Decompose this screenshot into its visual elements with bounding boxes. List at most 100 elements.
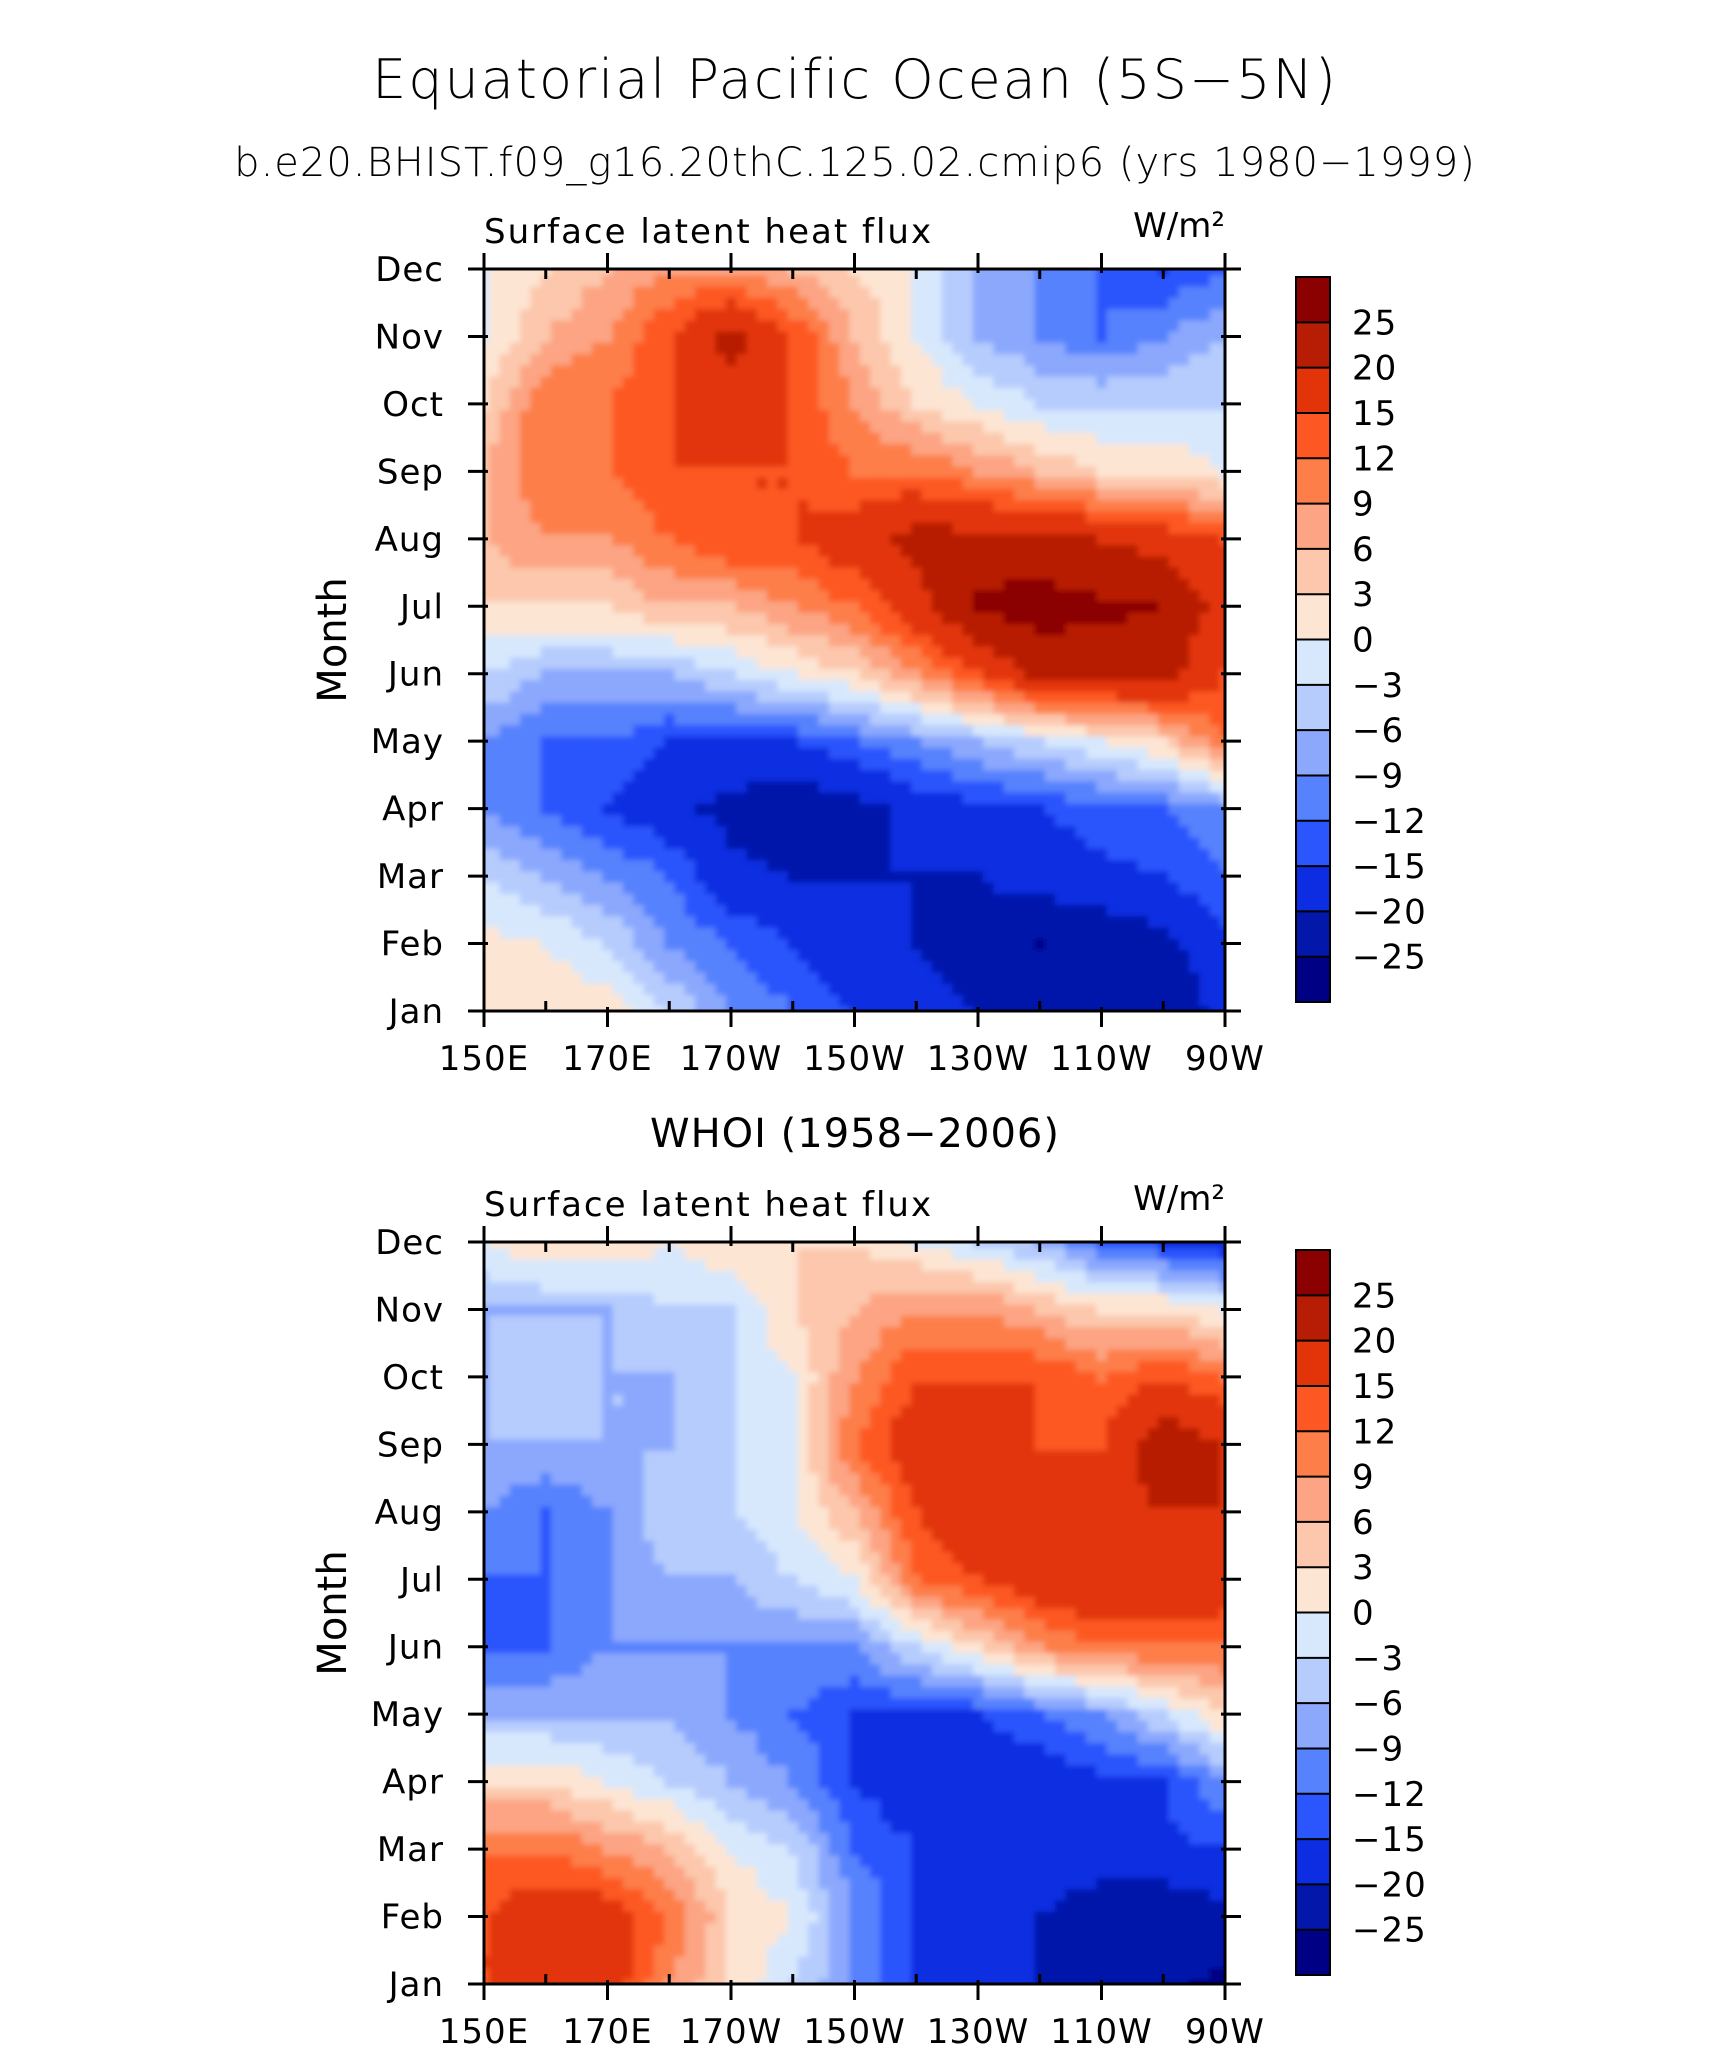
heatmap-cell (1158, 375, 1170, 388)
heatmap-cell (664, 656, 676, 669)
heatmap-cell (1188, 656, 1201, 669)
heatmap-cell (931, 409, 943, 422)
heatmap-cell (767, 713, 779, 726)
heatmap-cell (1168, 971, 1180, 984)
heatmap-cell (941, 555, 954, 568)
heatmap-cell (664, 814, 676, 827)
heatmap-cell (684, 870, 696, 883)
heatmap-cell (1158, 645, 1170, 658)
heatmap-cell (530, 476, 542, 490)
heatmap-cell (941, 713, 954, 726)
heatmap-cell (911, 926, 923, 939)
heatmap-cell (993, 420, 1005, 433)
heatmap-cell (633, 285, 645, 298)
heatmap-cell (550, 960, 562, 973)
heatmap-cell (489, 432, 501, 445)
heatmap-cell (921, 432, 933, 445)
heatmap-cell (715, 735, 727, 748)
heatmap-cell (797, 780, 809, 793)
heatmap-cell (993, 679, 1005, 692)
heatmap-cell (1096, 949, 1108, 962)
heatmap-cell (797, 409, 809, 422)
heatmap-cell (1158, 859, 1170, 872)
heatmap-cell (499, 375, 511, 388)
heatmap-cell (777, 600, 789, 613)
heatmap-cell (561, 668, 573, 681)
heatmap-cell (859, 488, 871, 501)
heatmap-cell (540, 960, 552, 973)
heatmap-cell (581, 578, 593, 591)
heatmap-cell (993, 803, 1005, 816)
heatmap-cell (602, 611, 614, 624)
heatmap-cell (1065, 269, 1077, 276)
heatmap-cell (1075, 758, 1087, 771)
heatmap-cell (622, 1005, 635, 1011)
heatmap-cell (674, 578, 686, 591)
heatmap-cell (664, 982, 676, 995)
heatmap-cell (653, 758, 665, 771)
heatmap-cell (725, 454, 737, 467)
heatmap-cell (952, 432, 964, 445)
x-axis-ticks: 150E 170E 170W 150W 130W 110W 90W (439, 253, 1264, 1079)
heatmap-cell (530, 746, 542, 759)
heatmap-cell (1116, 960, 1129, 973)
heatmap-cell (1147, 544, 1159, 557)
heatmap-cell (653, 724, 665, 737)
heatmap-cell (777, 904, 789, 917)
heatmap-cell (571, 375, 583, 388)
heatmap-cell (592, 679, 604, 692)
heatmap-cell (561, 825, 573, 838)
heatmap-cell (736, 297, 748, 310)
heatmap-cell (509, 409, 521, 422)
heatmap-cell (859, 746, 871, 759)
heatmap-cell (612, 803, 624, 816)
heatmap-cell (1106, 330, 1118, 343)
heatmap-cell (1065, 308, 1077, 321)
heatmap-cell (941, 791, 954, 804)
heatmap-cell (725, 476, 737, 490)
heatmap-cell (705, 465, 717, 478)
heatmap-cell (1034, 510, 1046, 523)
heatmap-cell (540, 566, 552, 579)
heatmap-cell (1034, 994, 1046, 1007)
heatmap-cell (674, 803, 686, 816)
heatmap-cell (715, 308, 727, 321)
heatmap-cell (694, 926, 707, 939)
heatmap-cell (859, 668, 871, 681)
heatmap-cell (694, 589, 707, 602)
heatmap-cell (880, 443, 892, 456)
heatmap-cell (1199, 308, 1211, 321)
heatmap-cell (1188, 937, 1201, 950)
heatmap-cell (900, 758, 912, 771)
heatmap-cell (561, 1005, 573, 1011)
heatmap-cell (972, 937, 984, 950)
heatmap-cell (1003, 1005, 1015, 1011)
heatmap-cell (622, 701, 635, 714)
heatmap-cell (1024, 398, 1036, 411)
heatmap-cell (756, 791, 768, 804)
heatmap-cell (1168, 634, 1180, 647)
heatmap-cell (484, 269, 490, 276)
heatmap-cell (1044, 375, 1056, 388)
heatmap-cell (869, 544, 882, 557)
heatmap-cell (1055, 420, 1067, 433)
heatmap-cell (1086, 881, 1098, 894)
heatmap-cell (808, 724, 820, 737)
heatmap-cell (1024, 623, 1036, 636)
heatmap-cell (592, 611, 604, 624)
heatmap-cell (859, 690, 871, 703)
heatmap-cell (509, 443, 521, 456)
heatmap-cell (1014, 297, 1026, 310)
heatmap-cell (890, 656, 902, 669)
heatmap-cell (952, 803, 964, 816)
heatmap-cell (581, 510, 593, 523)
heatmap-cell (561, 409, 573, 422)
heatmap-cell (962, 297, 974, 310)
heatmap-cell (509, 769, 521, 782)
heatmap-cell (1209, 791, 1221, 804)
heatmap-cell (921, 409, 933, 422)
heatmap-cell (674, 510, 686, 523)
heatmap-cell (1034, 769, 1046, 782)
heatmap-cell (962, 690, 974, 703)
heatmap-cell (653, 915, 665, 928)
